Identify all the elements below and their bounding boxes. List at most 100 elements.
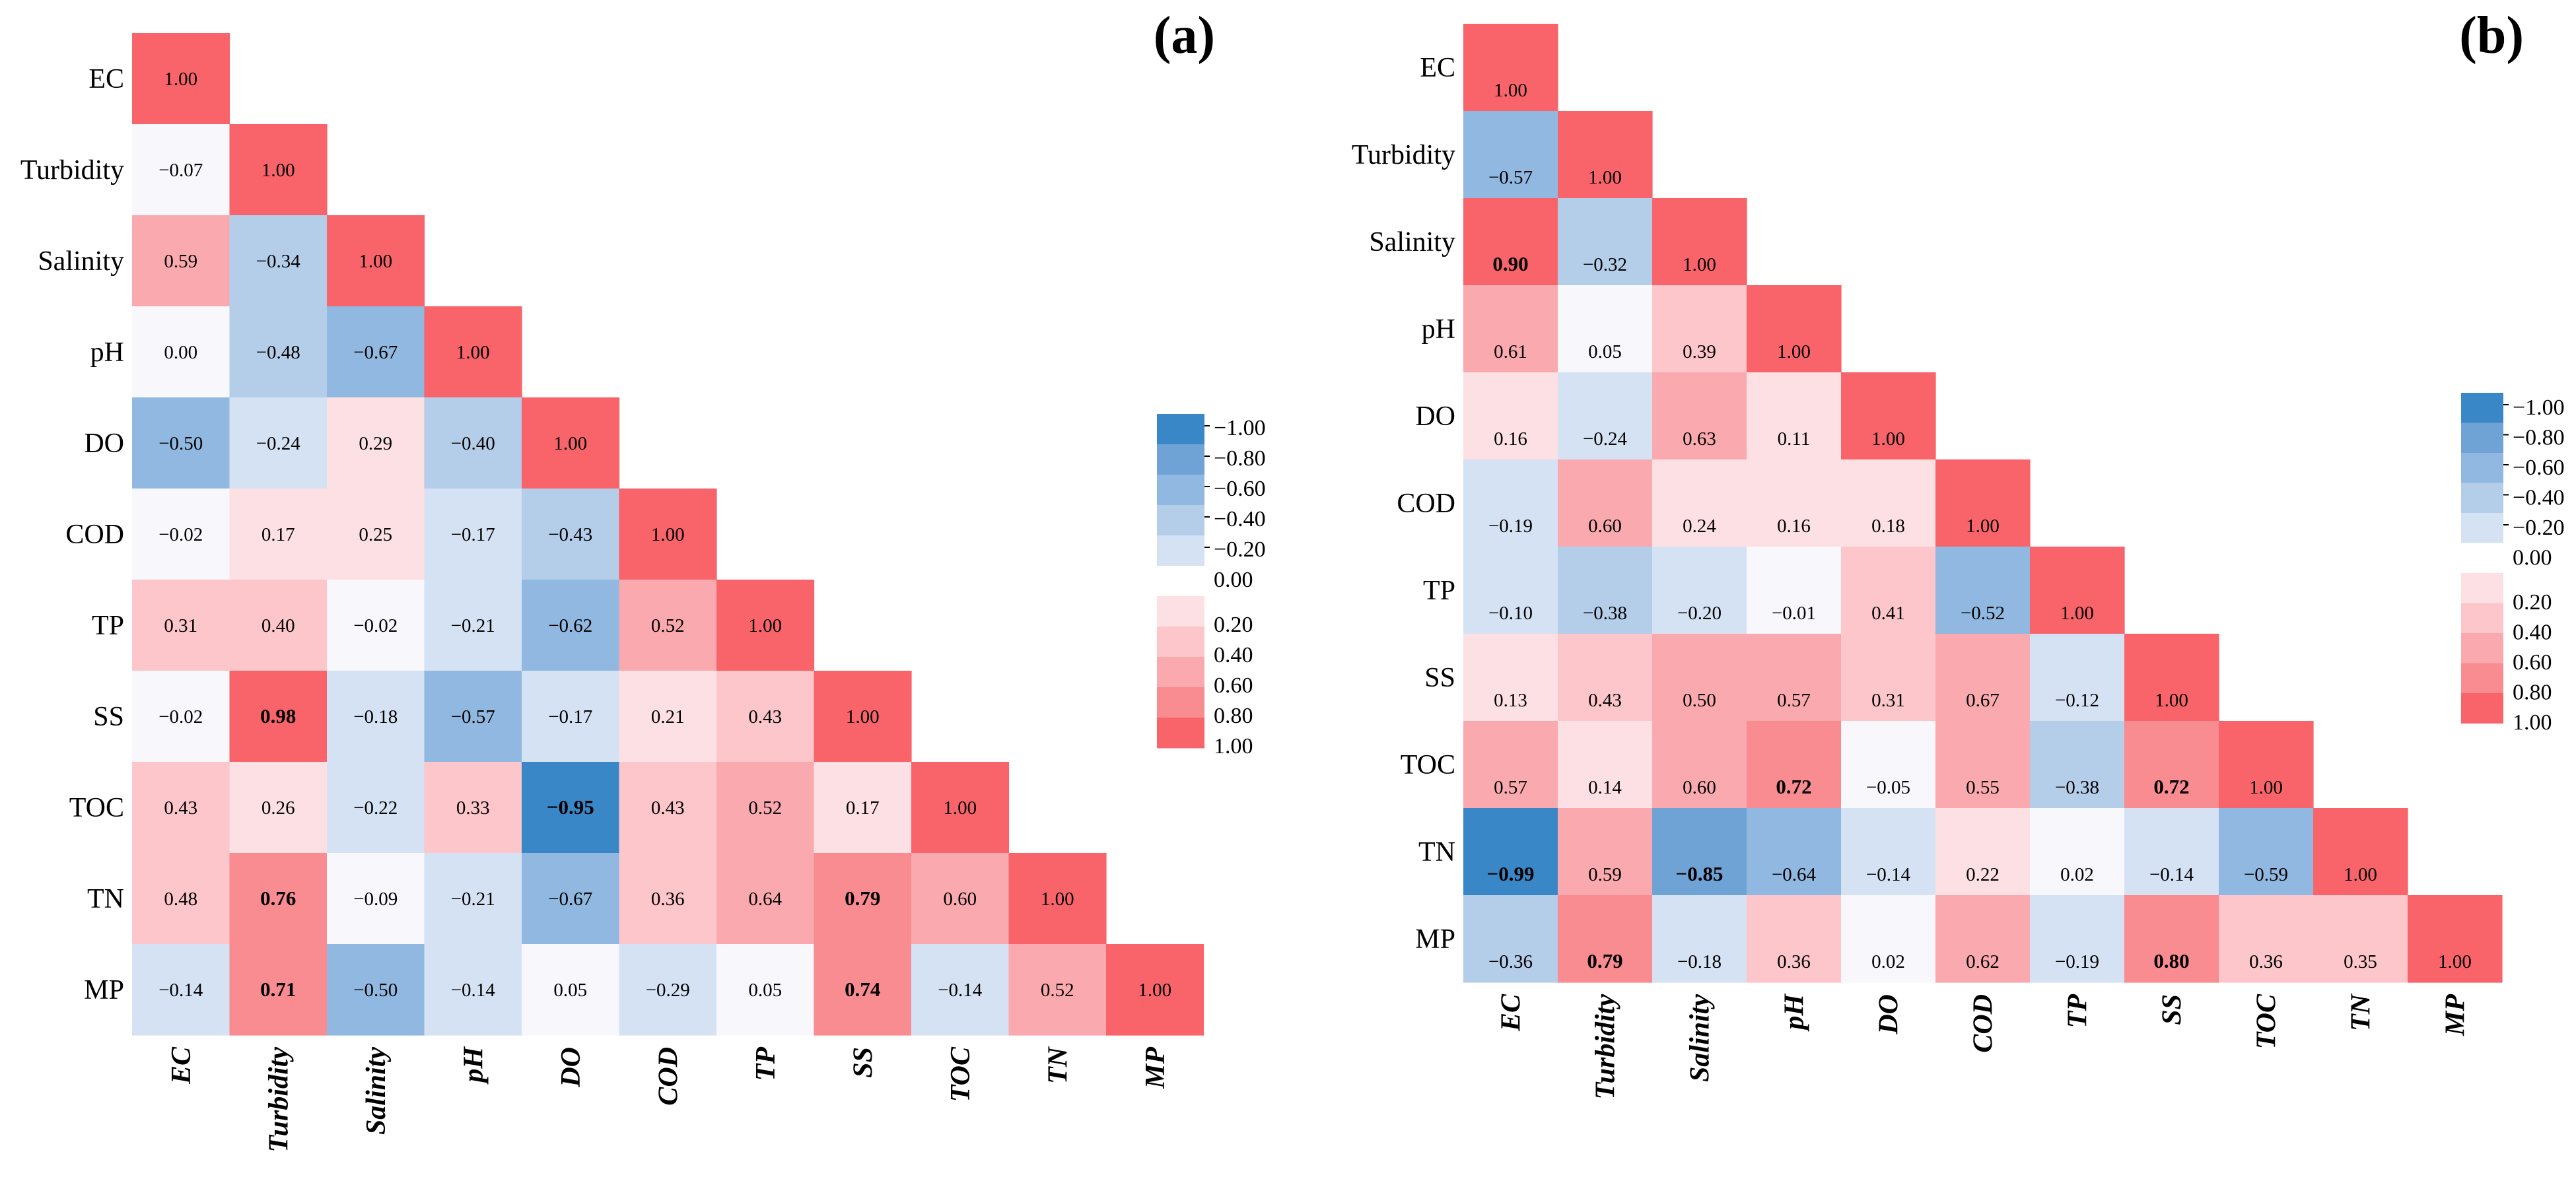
row-label: MP [1415,924,1455,955]
heatmap-cell [1463,634,1558,722]
colorbar-swatch [2461,453,2503,483]
heatmap-cell [619,762,717,854]
panel-title: (a) [1154,7,1215,65]
cell-value-label: −0.50 [158,433,203,454]
heatmap-cell [814,671,912,762]
row-label: Turbidity [20,155,124,186]
heatmap-cell [1558,111,1653,199]
colorbar-tick-label: −0.40 [2513,486,2565,510]
cell-value-label: −0.40 [451,433,495,454]
colorbar-tick-label: 0.80 [2513,681,2552,705]
heatmap-panel-b: 1.00 −0.57 1.00 0.90 −0.32 1.00 0.61 0.05 0.39 1.… [1352,7,2565,1099]
cell-value-label: −0.21 [451,889,495,910]
heatmap-cell [1841,372,1936,460]
cell-value-label: −0.14 [451,980,496,1001]
cell-value-label: 0.21 [651,706,685,727]
cell-value-label: −0.24 [256,433,301,454]
heatmap-cell [424,397,522,489]
cell-value-label: 0.48 [164,889,197,910]
heatmap-cell [1008,944,1107,1036]
heatmap-cell [1652,198,1747,286]
row-label: Salinity [1369,227,1455,257]
colorbar-tick-label: −0.60 [2513,456,2565,480]
cell-value-label: 0.17 [846,797,880,819]
heatmap-cell [1463,372,1558,460]
heatmap-cell [2030,547,2125,634]
heatmap-cell [1935,634,2031,722]
cell-value-label: −0.14 [158,980,203,1001]
cell-value-label: −0.05 [1866,777,1910,798]
heatmap-cell [1841,808,1936,896]
heatmap-cell [1558,895,1653,983]
cell-value-label: −0.14 [938,980,983,1001]
heatmap-cell [1463,547,1558,634]
cell-value-label: 0.98 [260,704,296,727]
colorbar-tick-label: 0.00 [1214,568,1253,592]
cell-value-label: −0.14 [1866,864,1911,885]
heatmap-cell [522,397,620,489]
cell-value-label: 1.00 [846,706,880,727]
colorbar-tick-label: −0.20 [1214,537,1266,562]
heatmap-cell [229,397,328,489]
row-label: TP [92,611,124,641]
cell-value-label: 1.00 [1683,254,1716,275]
heatmap-cell [424,762,522,854]
cell-value-label: −0.38 [2055,777,2099,798]
heatmap-cell [327,306,425,398]
heatmap-cell [424,489,522,580]
cell-value-label: −0.36 [1488,951,1533,972]
cell-value-label: 0.64 [748,889,782,910]
heatmap-cell [1463,198,1558,286]
heatmap-cell [2124,895,2219,983]
cell-value-label: 0.90 [1492,252,1528,275]
heatmap-cell [1463,285,1558,373]
heatmap-cell [2030,634,2125,722]
heatmap-cell [2219,808,2314,896]
heatmap-cell [1463,459,1558,547]
heatmap-cell [1841,895,1936,983]
heatmap-cell [327,215,425,307]
cell-value-label: 0.63 [1683,428,1716,450]
heatmap-cell [2124,721,2219,809]
cell-value-label: −0.95 [547,795,594,819]
heatmap-cell [132,215,230,307]
heatmap-cell [132,489,230,580]
heatmap-cell [1106,944,1204,1036]
cell-value-label: 1.00 [261,160,295,181]
row-label: Salinity [38,246,124,277]
cell-value-label: 0.43 [651,797,685,819]
heatmap-cell [1652,895,1747,983]
row-label: TP [1423,576,1455,606]
cell-value-label: 0.55 [1966,777,2000,798]
cell-value-label: −0.02 [158,524,203,545]
heatmap-cell [132,397,230,489]
heatmap-cell [1652,372,1747,460]
heatmap-cell [522,580,620,671]
cell-value-label: −0.85 [1676,862,1723,885]
heatmap-cell [522,671,620,762]
heatmap-cell [716,944,815,1036]
heatmap-cell [424,580,522,671]
cell-value-label: 0.17 [261,524,295,545]
cell-value-label: 0.31 [1871,690,1905,711]
colorbar-swatch [2461,483,2503,514]
cell-value-label: 0.33 [456,797,490,819]
cell-value-label: −0.52 [1961,603,2005,624]
cell-value-label: 1.00 [1966,516,2000,537]
cell-value-label: 1.00 [2249,777,2283,798]
cell-value-label: 0.43 [1588,690,1622,711]
heatmap-cell [716,671,815,762]
column-label: Turbidity [1591,994,1621,1100]
heatmap-cell [1558,198,1653,286]
colorbar-swatch [1157,414,1204,445]
colorbar-tick-label: −0.40 [1214,507,1266,531]
colorbar-swatch [2461,393,2503,423]
cell-value-label: 0.25 [359,524,392,545]
cell-value-label: −0.50 [353,980,398,1001]
row-label: EC [88,64,124,94]
colorbar-swatch [1157,535,1204,566]
column-label: SS [2157,994,2188,1025]
heatmap-cell [2313,808,2408,896]
heatmap-cell [229,853,328,945]
cell-value-label: 0.11 [1778,428,1811,450]
